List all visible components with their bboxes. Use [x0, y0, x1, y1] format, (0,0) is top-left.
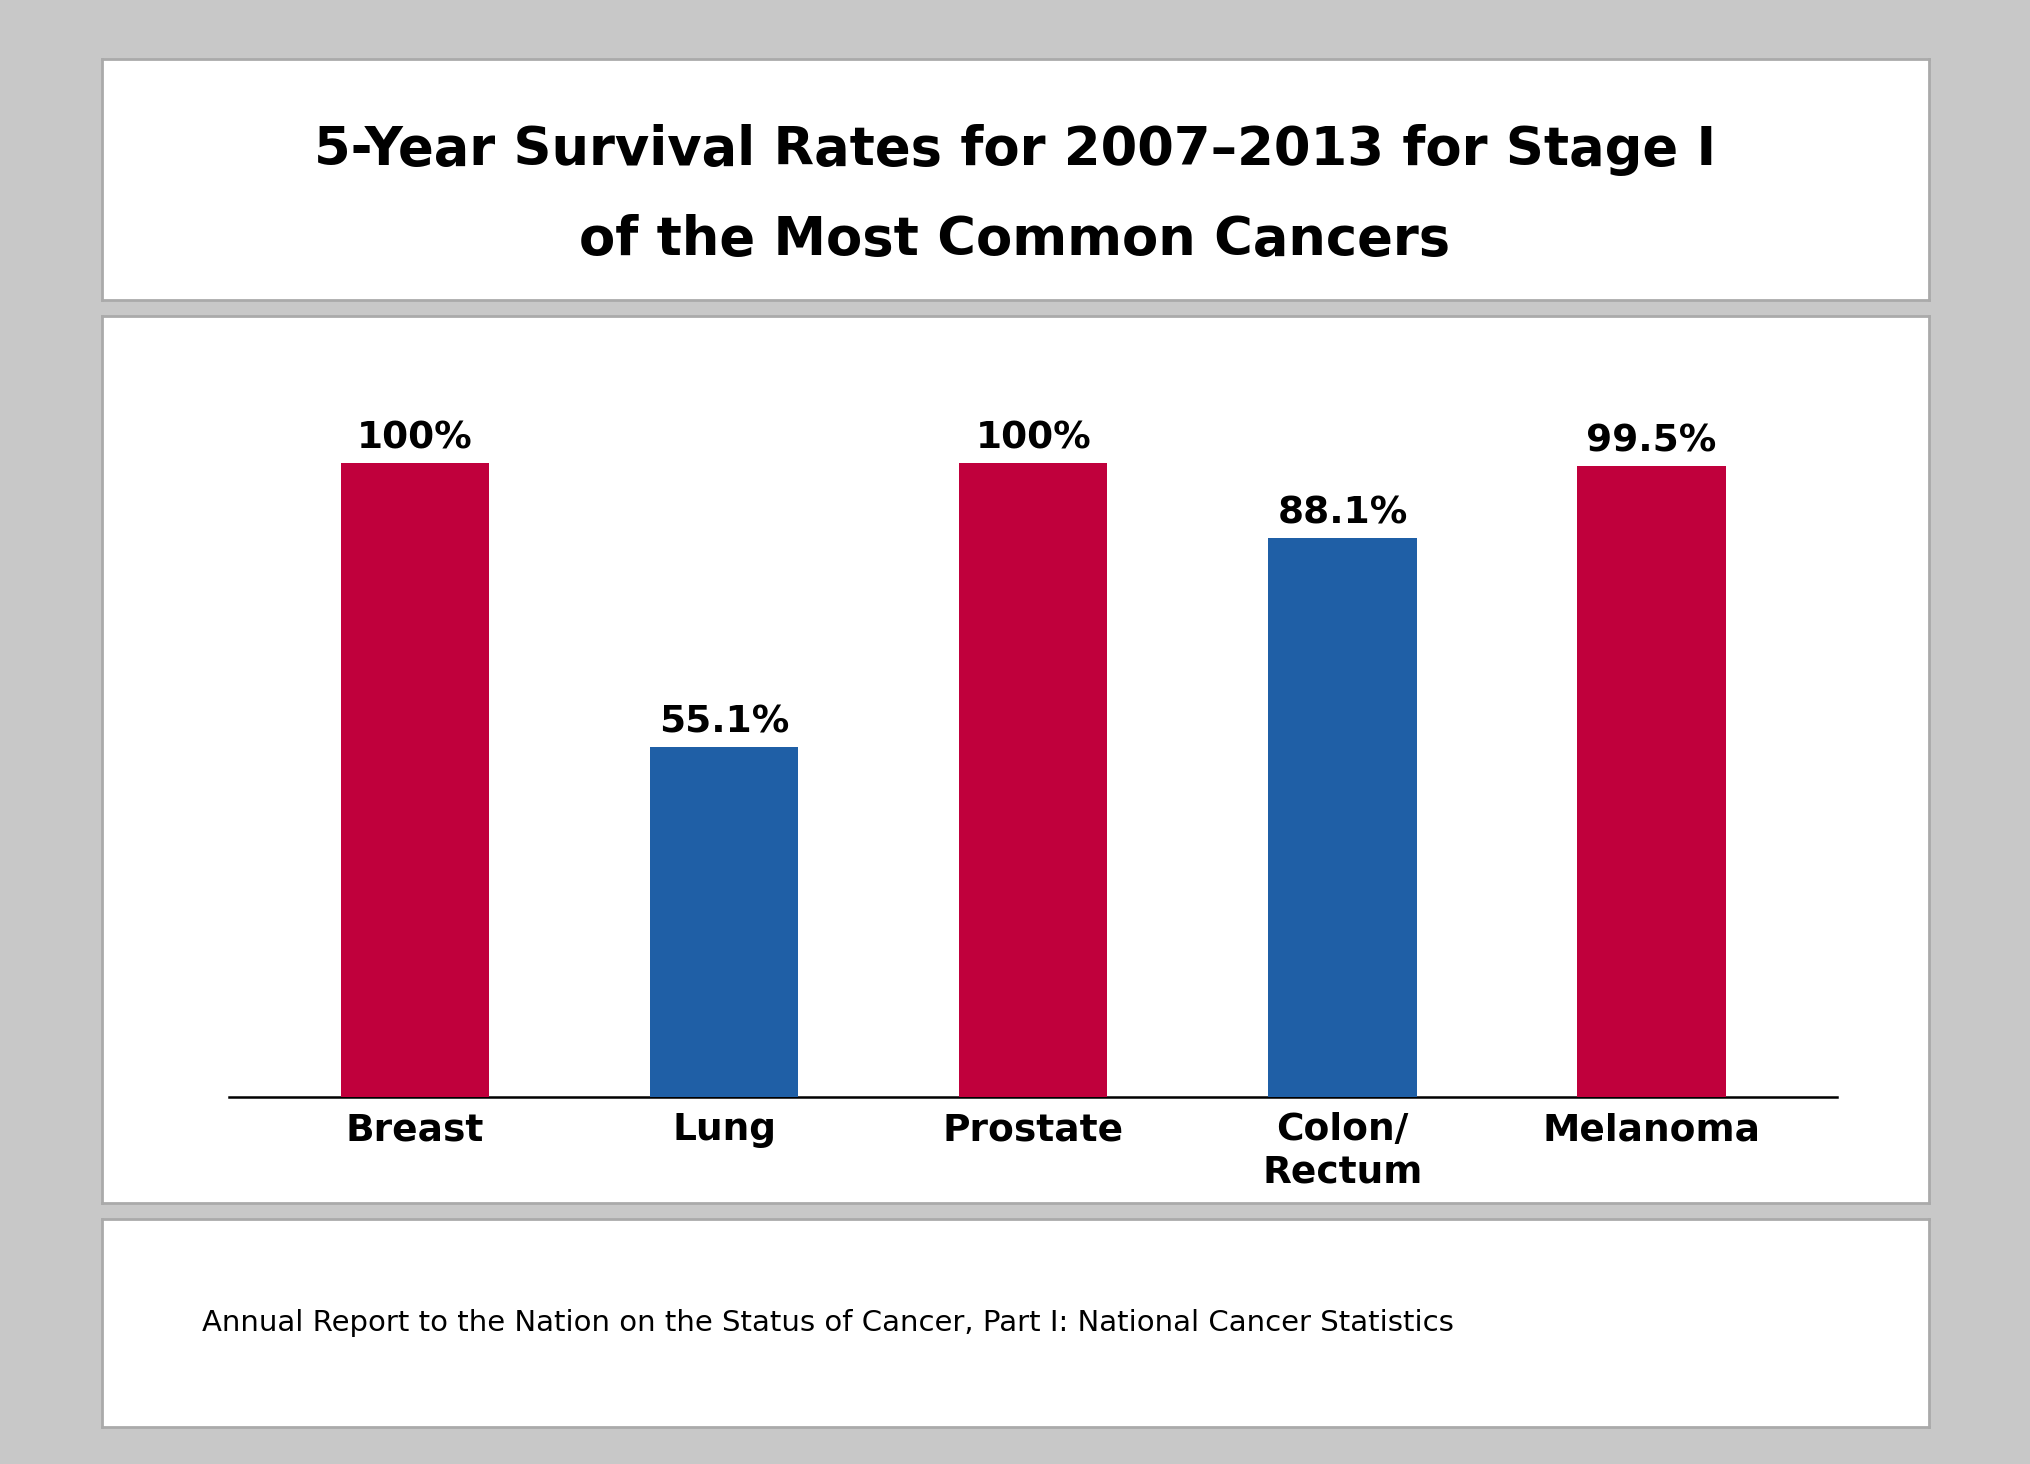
- Text: 5-Year Survival Rates for 2007–2013 for Stage I: 5-Year Survival Rates for 2007–2013 for …: [315, 124, 1715, 176]
- Text: of the Most Common Cancers: of the Most Common Cancers: [579, 214, 1451, 265]
- Text: Annual Report to the Nation on the Status of Cancer, Part I: National Cancer Sta: Annual Report to the Nation on the Statu…: [203, 1309, 1453, 1337]
